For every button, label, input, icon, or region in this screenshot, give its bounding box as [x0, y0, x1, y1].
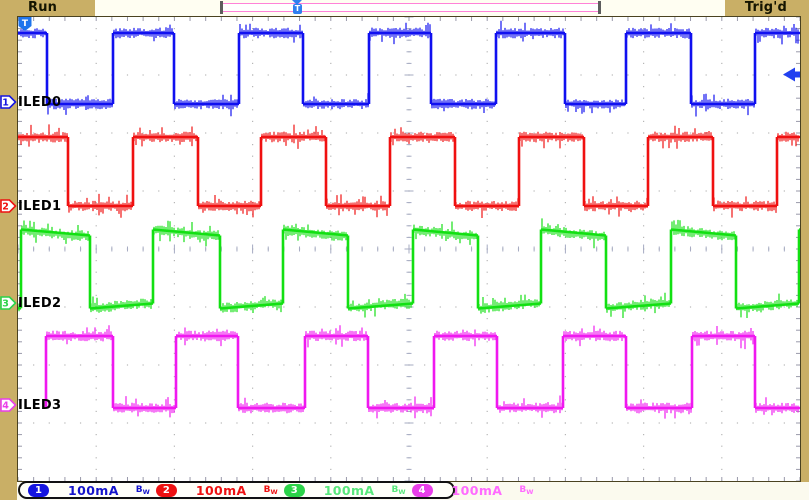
- channel3-scale: 100mA: [323, 482, 375, 498]
- bandwidth-limit-icon: BW: [135, 484, 150, 496]
- svg-text:3: 3: [2, 299, 9, 310]
- record-right-bracket-icon: [598, 1, 601, 14]
- bandwidth-limit-icon: BW: [519, 484, 534, 496]
- channel3-readout[interactable]: 3 100mA BW: [283, 482, 412, 498]
- channel-label-iled2: ILED2: [18, 296, 62, 311]
- channel2-badge: 2: [155, 483, 177, 497]
- left-margin: [0, 16, 17, 500]
- channel3-badge: 3: [283, 483, 305, 497]
- svg-text:4: 4: [2, 401, 9, 412]
- channel-label-iled1: ILED1: [18, 199, 62, 214]
- trigger-status: Trig'd: [744, 0, 787, 15]
- record-trigger-position-icon[interactable]: T: [292, 0, 303, 15]
- channel4-readout[interactable]: 4 100mA BW: [411, 482, 540, 498]
- channel2-readout[interactable]: 2 100mA BW: [155, 482, 284, 498]
- trigger-caret-icon: [292, 0, 302, 5]
- graticule: T ILED0 ILED1 ILED2 ILED3: [17, 16, 801, 482]
- waveform-display: [18, 17, 800, 481]
- right-margin: [801, 16, 809, 482]
- channel2-scale: 100mA: [195, 482, 247, 498]
- channel1-readout[interactable]: 1 100mA BW: [28, 483, 156, 498]
- svg-text:T: T: [22, 19, 29, 29]
- trigger-level-arrow-icon[interactable]: [783, 67, 800, 82]
- record-left-bracket-icon: [220, 1, 223, 14]
- status-bar: T Run Trig'd: [0, 0, 809, 16]
- svg-text:2: 2: [2, 202, 9, 213]
- channel-readout-bar: 1 100mA BW 2 100mA BW 3 100mA BW 4 100mA…: [18, 481, 533, 499]
- acquisition-status: Run: [28, 0, 58, 15]
- bandwidth-limit-icon: BW: [263, 484, 278, 496]
- channel4-badge: 4: [411, 483, 433, 497]
- channel4-position-marker[interactable]: 4: [0, 397, 17, 413]
- channel3-position-marker[interactable]: 3: [0, 295, 17, 311]
- channel1-scale: 100mA: [68, 482, 119, 498]
- bandwidth-limit-icon: BW: [391, 484, 406, 496]
- trigger-position-flag-icon[interactable]: T: [18, 17, 33, 32]
- channel-label-iled0: ILED0: [18, 95, 62, 110]
- record-window-indicator[interactable]: [221, 3, 600, 12]
- svg-text:1: 1: [2, 98, 9, 109]
- channel1-badge: 1: [28, 483, 49, 497]
- channel1-position-marker[interactable]: 1: [0, 94, 17, 110]
- channel-label-iled3: ILED3: [18, 398, 62, 413]
- channel2-position-marker[interactable]: 2: [0, 198, 17, 214]
- channel4-scale: 100mA: [451, 482, 503, 498]
